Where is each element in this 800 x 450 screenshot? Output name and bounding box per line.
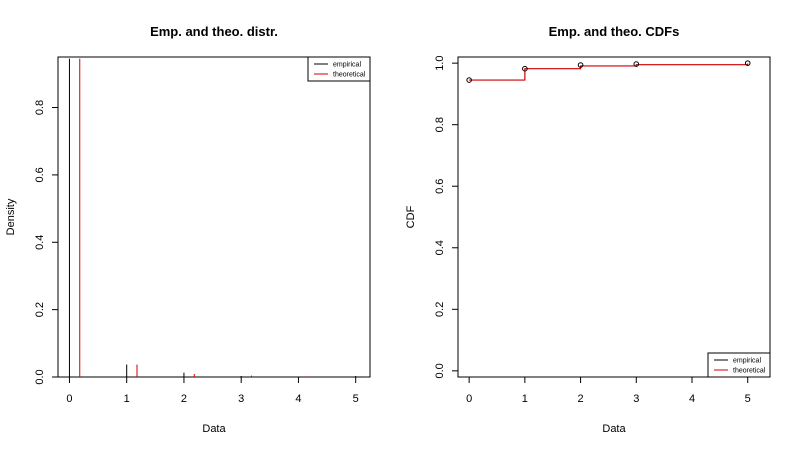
y-tick-label: 0.8 [434, 117, 446, 132]
legend-label-theoretical: theoretical [733, 368, 766, 375]
legend: empirical theoretical [707, 352, 771, 378]
empirical-cdf-point [522, 65, 528, 72]
chart-panel-1: Emp. and theo. distr. 0 1 2 3 4 5 0.0 0.2 0.4 0.6 0… [5, 24, 371, 435]
legend-label-empirical: empirical [333, 62, 361, 69]
y-tick-label: 0.4 [434, 240, 446, 255]
x-tick-label: 2 [578, 393, 584, 405]
y-tick-label: 0.2 [434, 302, 446, 317]
x-tick-label: 3 [633, 393, 639, 405]
x-tick-label: 1 [522, 393, 528, 405]
legend-box [707, 352, 771, 378]
x-tick-label: 2 [181, 393, 187, 405]
theoretical-cdf-line [469, 63, 749, 81]
x-tick-label: 4 [295, 393, 301, 405]
y-tick-label: 0.0 [34, 369, 46, 384]
y-tick-label: 1.0 [434, 56, 446, 71]
chart-title: Emp. and theo. CDFs [549, 24, 680, 39]
empirical-cdf-point [466, 77, 472, 83]
y-axis-label: Density [5, 198, 17, 235]
x-axis-label: Data [202, 423, 226, 435]
x-tick-label: 0 [66, 393, 72, 405]
empirical-cdf-point [633, 61, 640, 67]
x-tick-label: 4 [689, 393, 695, 405]
x-tick-label: 5 [353, 393, 359, 405]
plot-frame [457, 56, 771, 378]
legend: empirical theoretical [307, 56, 371, 82]
chart-panel-2: Emp. and theo. CDFs 0 1 2 3 4 5 0.0 0.2 0.4 0.6 0.8… [405, 24, 771, 435]
legend-label-theoretical: theoretical [333, 72, 366, 79]
y-tick-label: 0.0 [434, 363, 446, 378]
x-tick-label: 5 [745, 393, 751, 405]
y-tick-label: 0.2 [34, 302, 46, 317]
plot-frame [57, 56, 371, 378]
y-tick-label: 0.8 [34, 100, 46, 115]
legend-box [307, 56, 371, 82]
y-tick-label: 0.6 [34, 167, 46, 182]
x-tick-label: 0 [466, 393, 472, 405]
y-tick-label: 0.6 [434, 179, 446, 194]
empirical-cdf-point [577, 62, 584, 68]
x-tick-label: 3 [238, 393, 244, 405]
x-tick-label: 1 [124, 393, 130, 405]
y-axis-label: CDF [405, 205, 417, 228]
y-tick-label: 0.4 [34, 235, 46, 250]
empirical-cdf-point [744, 60, 751, 66]
legend-label-empirical: empirical [733, 358, 761, 365]
x-axis-label: Data [602, 423, 626, 435]
chart-title: Emp. and theo. distr. [150, 24, 278, 39]
